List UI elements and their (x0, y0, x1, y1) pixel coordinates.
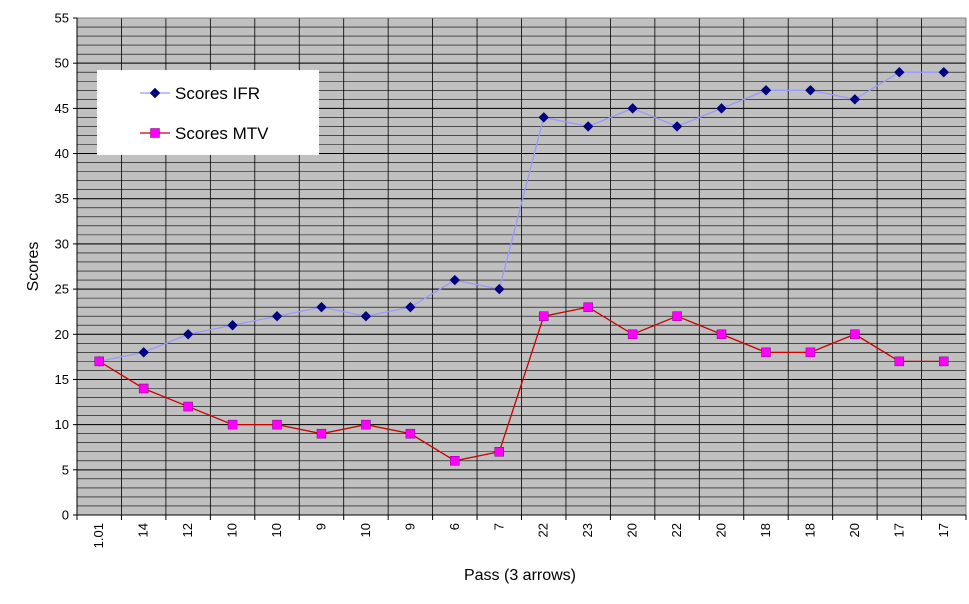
legend-item: Scores MTV (140, 124, 269, 143)
data-point (182, 329, 194, 340)
data-point (405, 428, 416, 439)
data-point (227, 419, 238, 430)
data-point (894, 67, 905, 78)
y-tick-label: 30 (55, 236, 69, 251)
data-point (716, 329, 727, 340)
legend-marker (150, 128, 160, 138)
y-axis-title: Scores (25, 242, 42, 292)
y-tick-label: 35 (55, 191, 69, 206)
legend: Scores IFR Scores MTV (97, 70, 319, 155)
x-tick-label: 9 (402, 523, 417, 530)
data-point (449, 274, 461, 286)
data-point (361, 419, 371, 430)
data-point (805, 347, 816, 358)
y-tick-label: 5 (62, 462, 69, 477)
x-tick-label: 20 (714, 523, 729, 537)
series-line (98, 306, 944, 462)
x-tick-label: 17 (936, 523, 951, 537)
x-tick-label: 10 (269, 523, 284, 537)
x-tick-label: 1.01 (91, 523, 106, 548)
x-axis-ticks: 1.01 14 12 10 10 9 10 9 6 7 22 23 20 22 20 18 18 20 17 17 (76, 515, 967, 548)
data-point (316, 428, 327, 439)
data-point (450, 456, 460, 466)
y-tick-label: 20 (55, 327, 69, 342)
series-1 (94, 67, 949, 367)
major-gridlines (77, 17, 966, 516)
x-tick-label: 10 (225, 523, 240, 537)
data-point (894, 356, 905, 367)
data-point (671, 121, 683, 132)
x-tick-label: 20 (847, 523, 862, 537)
y-tick-label: 50 (55, 56, 69, 71)
data-point (316, 301, 327, 313)
data-point (627, 329, 638, 340)
data-point (360, 310, 372, 322)
x-tick-label: 12 (180, 523, 195, 537)
y-tick-label: 40 (55, 146, 69, 161)
x-axis-title: Pass (3 arrows) (464, 567, 576, 584)
data-point (805, 85, 816, 96)
x-tick-label: 22 (669, 523, 684, 537)
y-tick-label: 0 (62, 508, 69, 523)
data-point (938, 67, 949, 78)
data-point (494, 446, 505, 457)
legend-label: Scores IFR (175, 84, 260, 103)
data-point (494, 283, 505, 295)
x-tick-label: 10 (358, 523, 373, 537)
legend-item: Scores IFR (140, 84, 260, 103)
y-tick-label: 45 (55, 101, 69, 116)
data-point (849, 94, 861, 105)
data-point (271, 310, 283, 322)
x-tick-label: 18 (802, 523, 817, 537)
series-layer (94, 67, 949, 466)
data-point (138, 383, 149, 394)
data-point (939, 356, 949, 367)
data-point (138, 347, 149, 358)
x-tick-label: 23 (580, 523, 595, 537)
y-tick-label: 10 (55, 417, 69, 432)
data-point (94, 356, 104, 367)
data-point (538, 112, 549, 123)
x-tick-label: 9 (313, 523, 328, 530)
data-point (227, 320, 238, 331)
data-point (272, 419, 282, 430)
x-tick-label: 18 (758, 523, 773, 537)
data-point (405, 301, 416, 313)
data-point (716, 103, 727, 114)
data-point (582, 121, 594, 132)
data-point (538, 311, 549, 321)
data-point (760, 85, 772, 96)
series-2 (94, 302, 949, 466)
data-point (183, 401, 193, 412)
data-point (850, 329, 860, 340)
x-tick-label: 6 (447, 523, 462, 530)
data-point (672, 311, 682, 321)
x-tick-label: 14 (136, 523, 151, 537)
data-point (627, 103, 638, 114)
legend-marker (149, 87, 161, 99)
legend-box (97, 70, 319, 155)
x-tick-label: 17 (891, 523, 906, 537)
data-point (583, 302, 593, 312)
legend-label: Scores MTV (175, 124, 269, 143)
x-tick-label: 22 (536, 523, 551, 537)
y-tick-label: 25 (55, 282, 69, 297)
x-tick-label: 7 (491, 523, 506, 530)
x-tick-label: 20 (625, 523, 640, 537)
y-tick-label: 15 (55, 372, 69, 387)
y-tick-label: 55 (55, 11, 69, 26)
data-point (761, 347, 771, 358)
series-line (99, 71, 944, 363)
y-axis-ticks: 0 5 10 15 20 25 30 35 40 45 50 55 (55, 11, 77, 523)
